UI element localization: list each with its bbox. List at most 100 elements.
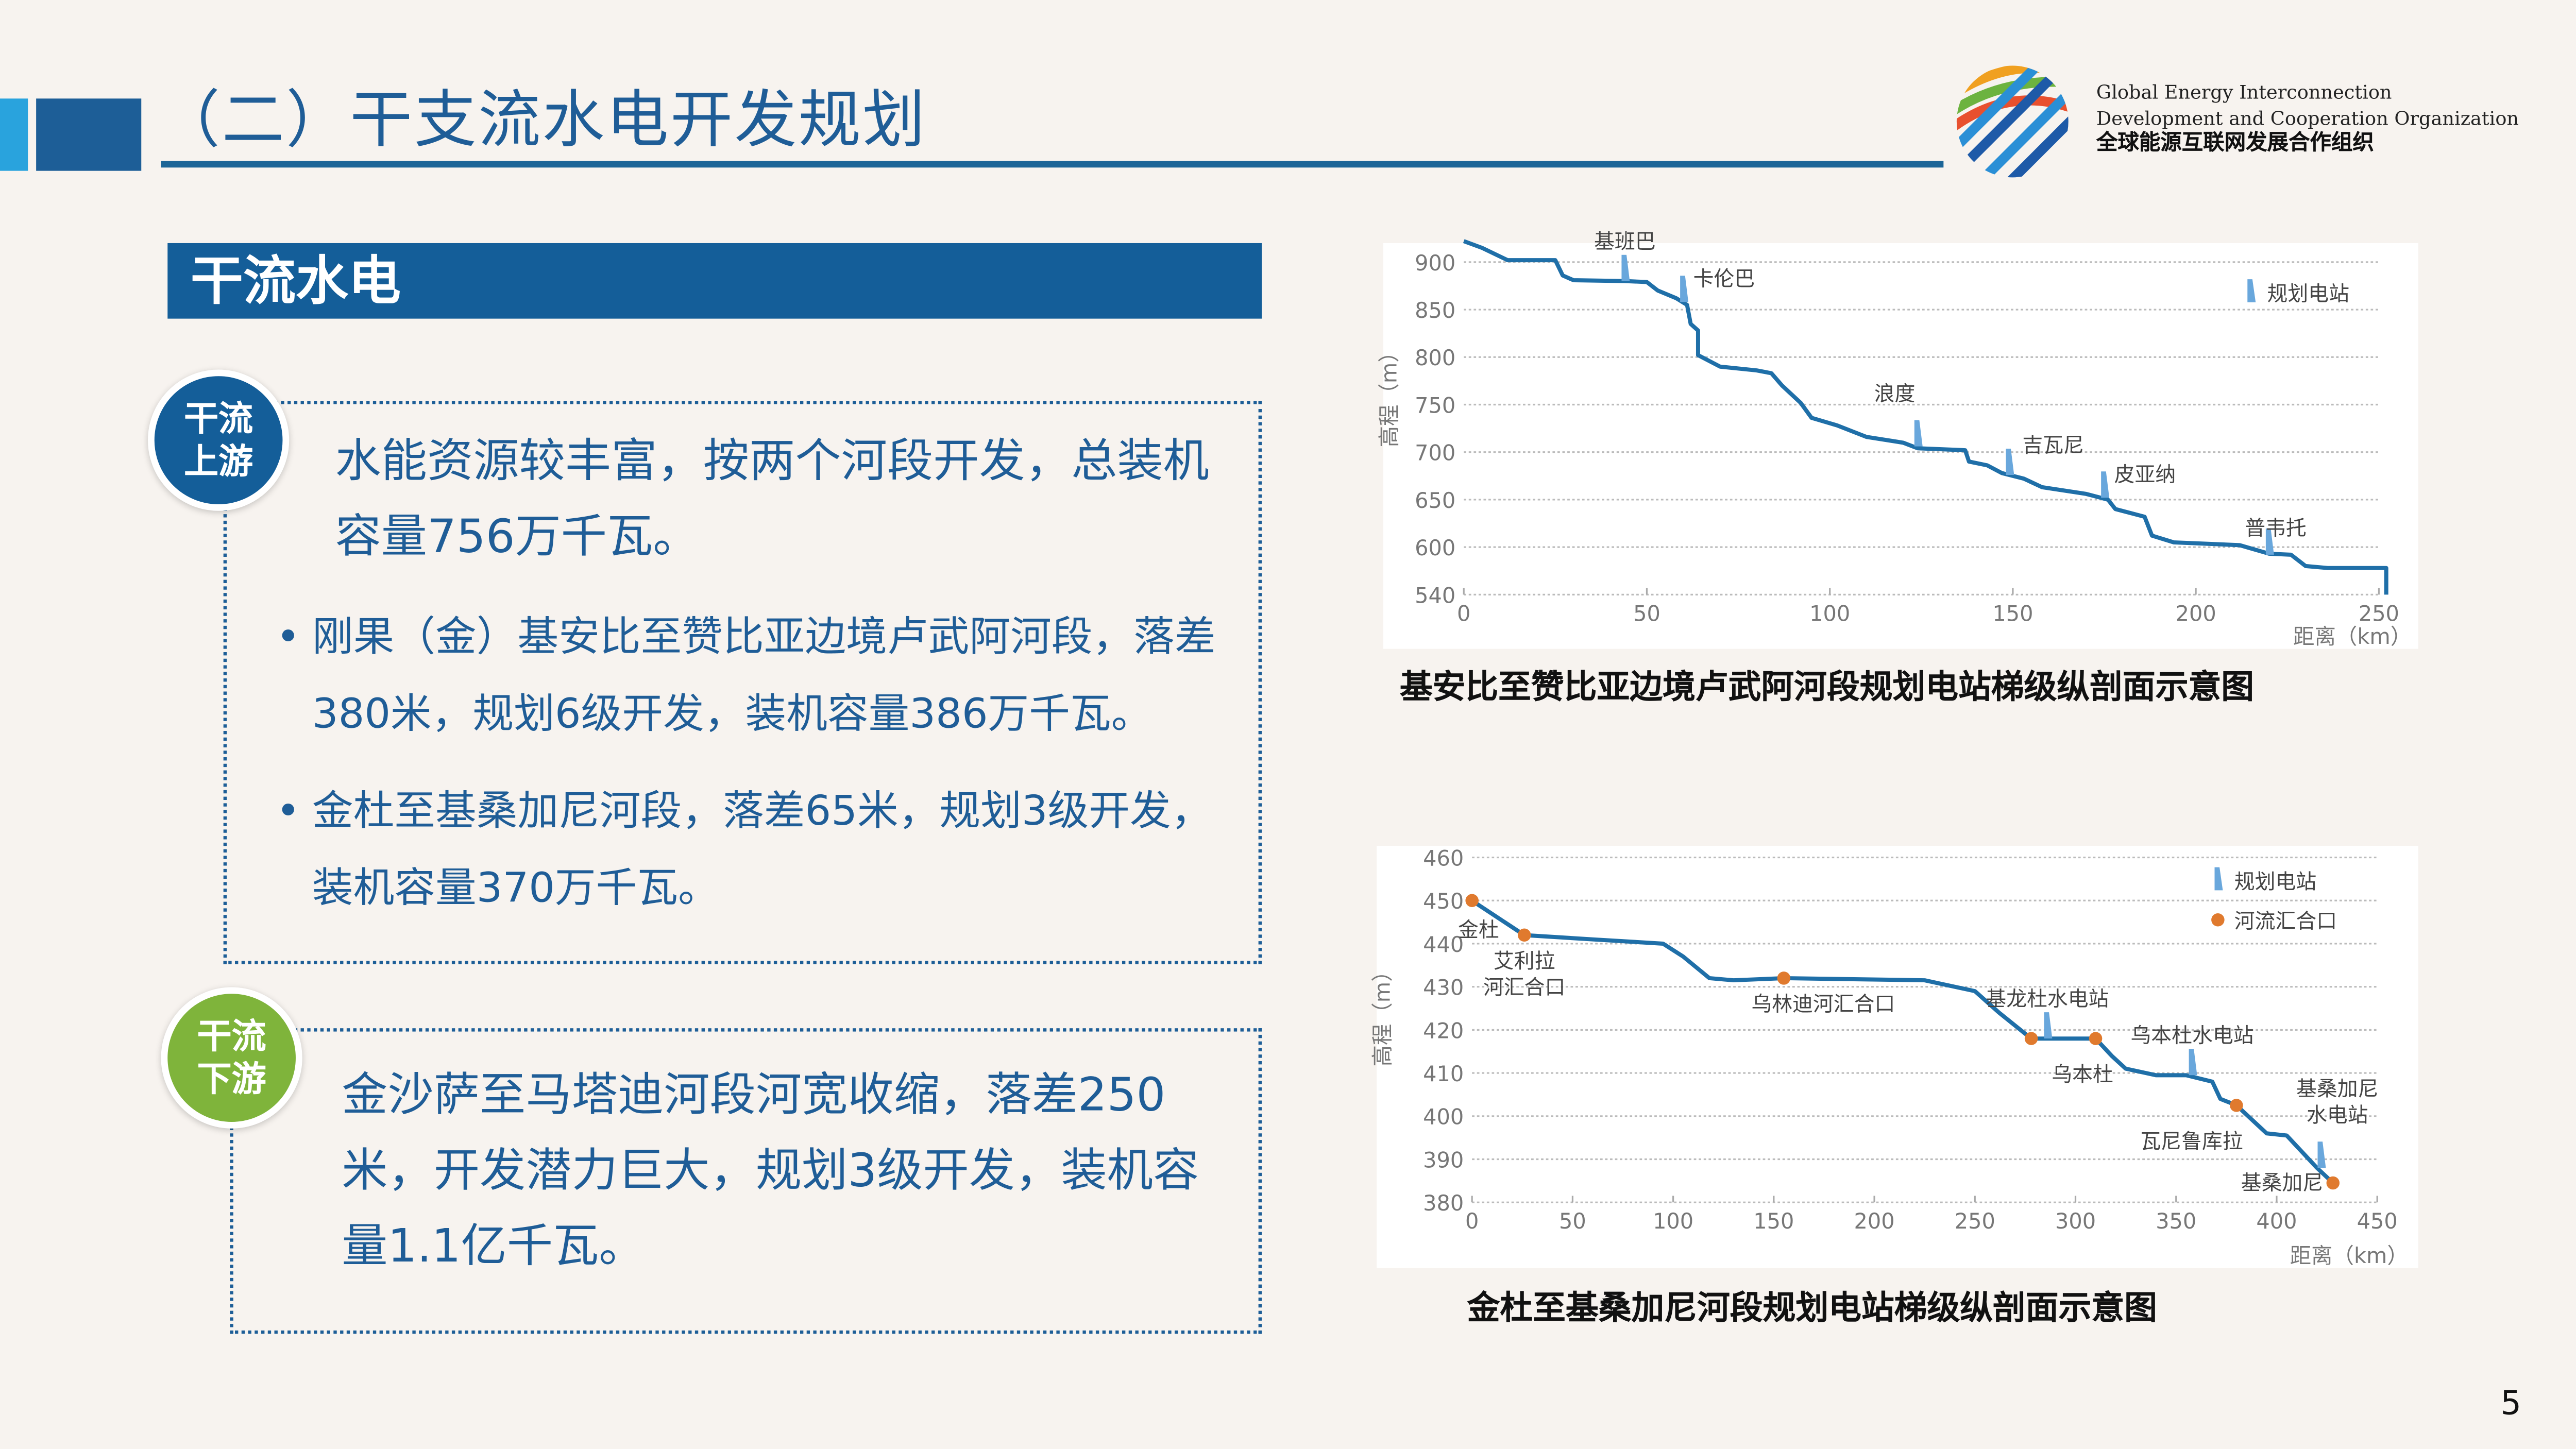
downstream-lead: 金沙萨至马塔迪河段河宽收缩，落差250米，开发潜力巨大，规划3级开发，装机容量1… — [342, 1067, 1199, 1273]
power-station-marker — [1680, 276, 1689, 302]
page-title: （二）干支流水电开发规划 — [158, 83, 927, 156]
bullet-item: 金杜至基桑加尼河段，落差65米，规划3级开发，装机容量370万千瓦。 — [276, 772, 1245, 927]
y-tick-label: 430 — [1423, 976, 1464, 1000]
station-label: 基龙杜水电站 — [1986, 987, 2109, 1011]
org-name-en-2: Development and Cooperation Organization — [2096, 107, 2519, 130]
x-tick-label: 200 — [1854, 1209, 1895, 1234]
power-station-marker — [2044, 1012, 2053, 1039]
y-tick-label: 450 — [1423, 889, 1464, 914]
station-label: 乌本杜水电站 — [2130, 1024, 2253, 1047]
badge-label: 干流 下游 — [197, 1016, 266, 1099]
power-station-marker — [2317, 1141, 2326, 1168]
x-tick-label: 150 — [1992, 601, 2033, 626]
x-tick-label: 250 — [2359, 601, 2399, 626]
confluence-marker — [2089, 1032, 2103, 1045]
y-tick-label: 850 — [1415, 298, 1455, 323]
x-tick-label: 100 — [1653, 1209, 1693, 1234]
confluence-marker — [1465, 894, 1479, 908]
y-tick-label: 650 — [1415, 488, 1455, 513]
power-station-marker — [2006, 448, 2014, 475]
confluence-label: 瓦尼鲁库拉 — [2140, 1130, 2243, 1153]
chart-1-panel — [1383, 243, 2418, 649]
y-axis-label: 高程（m） — [1377, 341, 1401, 447]
title-underline — [161, 161, 1944, 168]
station-label: 基桑加尼 — [2296, 1077, 2378, 1101]
y-tick-label: 440 — [1423, 932, 1464, 957]
y-tick-label: 410 — [1423, 1062, 1464, 1086]
station-label: 吉瓦尼 — [2022, 433, 2084, 457]
org-name-en-1: Global Energy Interconnection — [2096, 80, 2392, 104]
confluence-label: 河汇合口 — [1483, 976, 1565, 999]
organization-name: Global Energy Interconnection Developmen… — [2096, 79, 2519, 158]
y-tick-label: 800 — [1415, 346, 1455, 370]
y-tick-label: 400 — [1423, 1105, 1464, 1130]
legend-label: 规划电站 — [2234, 870, 2316, 894]
river-profile-line — [1470, 899, 2335, 1185]
upstream-lead: 水能资源较丰富，按两个河段开发，总装机容量756万千瓦。 — [335, 433, 1210, 564]
y-tick-label: 390 — [1423, 1148, 1464, 1172]
badge-label: 干流 上游 — [184, 399, 253, 482]
station-label: 皮亚纳 — [2114, 463, 2176, 486]
confluence-label: 乌林迪河汇合口 — [1751, 993, 1895, 1016]
power-station-marker — [2189, 1049, 2197, 1076]
y-tick-label: 600 — [1415, 536, 1455, 560]
bullet-item: 刚果（金）基安比至赞比亚边境卢武阿河段，落差380米，规划6级开发，装机容量38… — [276, 598, 1245, 753]
x-tick-label: 150 — [1753, 1209, 1794, 1234]
station-label: 浪度 — [1874, 382, 1916, 405]
x-axis-label: 距离（km） — [2290, 1243, 2409, 1268]
confluence-marker — [2230, 1099, 2243, 1112]
legend-station-icon — [2247, 279, 2256, 302]
y-tick-label: 900 — [1415, 251, 1455, 276]
legend-label: 规划电站 — [2267, 282, 2349, 306]
y-tick-label: 540 — [1415, 583, 1455, 608]
confluence-label: 艾利拉 — [1494, 949, 1555, 973]
station-label: 基班巴 — [1594, 230, 1656, 253]
power-station-marker — [2101, 471, 2110, 498]
confluence-marker — [2024, 1032, 2038, 1045]
upstream-badge: 干流 上游 — [147, 369, 290, 511]
legend-station-icon — [2214, 867, 2223, 891]
confluence-label: 乌本杜 — [2052, 1063, 2113, 1086]
station-label: 卡伦巴 — [1693, 267, 1755, 291]
legend-label: 河流汇合口 — [2234, 910, 2337, 933]
y-tick-label: 750 — [1415, 393, 1455, 418]
confluence-label: 金杜 — [1458, 918, 1499, 942]
globe-logo-icon — [1956, 65, 2069, 178]
x-tick-label: 450 — [2357, 1209, 2398, 1234]
chart-2-caption: 金杜至基桑加尼河段规划电站梯级纵剖面示意图 — [1467, 1288, 2157, 1327]
power-station-marker — [1914, 420, 1923, 447]
x-tick-label: 250 — [1955, 1209, 1995, 1234]
station-label: 水电站 — [2307, 1103, 2368, 1127]
accent-bar-dark — [36, 98, 142, 171]
x-axis-label: 距离（km） — [2293, 624, 2412, 649]
x-tick-label: 300 — [2055, 1209, 2096, 1234]
x-tick-label: 350 — [2156, 1209, 2196, 1234]
downstream-box: 金沙萨至马塔迪河段河宽收缩，落差250米，开发潜力巨大，规划3级开发，装机容量1… — [230, 1028, 1262, 1334]
x-tick-label: 0 — [1465, 1209, 1479, 1234]
x-tick-label: 400 — [2256, 1209, 2297, 1234]
x-tick-label: 0 — [1457, 601, 1470, 626]
power-station-marker — [1621, 254, 1630, 281]
x-tick-label: 100 — [1809, 601, 1850, 626]
org-name-cn: 全球能源互联网发展合作组织 — [2096, 131, 2374, 156]
y-tick-label: 420 — [1423, 1018, 1464, 1043]
confluence-label: 基桑加尼 — [2241, 1171, 2323, 1195]
power-station-marker — [2265, 528, 2274, 555]
x-tick-label: 50 — [1633, 601, 1660, 626]
y-tick-label: 460 — [1423, 846, 1464, 871]
upstream-box: 水能资源较丰富，按两个河段开发，总装机容量756万千瓦。 刚果（金）基安比至赞比… — [223, 401, 1262, 964]
y-tick-label: 700 — [1415, 441, 1455, 466]
accent-bar-light — [0, 98, 28, 171]
confluence-marker — [1777, 971, 1791, 985]
confluence-marker — [1517, 928, 1531, 942]
section-header: 干流水电 — [167, 243, 1262, 319]
x-tick-label: 50 — [1559, 1209, 1586, 1234]
legend-confluence-icon — [2211, 913, 2225, 927]
y-tick-label: 380 — [1423, 1191, 1464, 1216]
station-label: 普韦托 — [2245, 517, 2307, 540]
y-axis-label: 高程（m） — [1370, 960, 1395, 1066]
confluence-marker — [2326, 1176, 2340, 1190]
x-tick-label: 200 — [2176, 601, 2216, 626]
